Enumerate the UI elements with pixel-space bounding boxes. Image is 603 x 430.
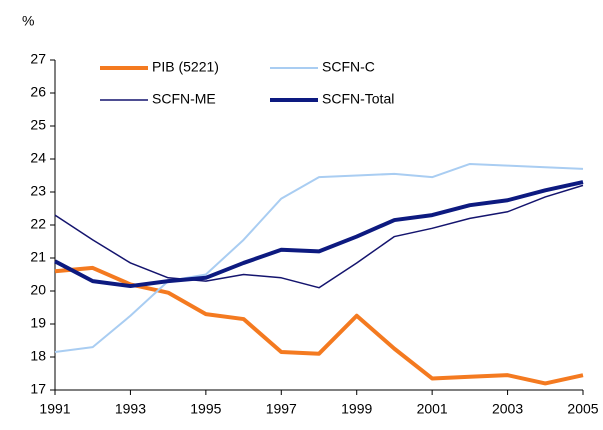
x-tick-label: 1995 xyxy=(190,401,221,417)
y-axis-label: % xyxy=(22,13,34,29)
y-tick-label: 22 xyxy=(30,216,46,232)
legend-label: SCFN-Total xyxy=(322,91,394,107)
legend-label: SCFN-C xyxy=(322,59,375,75)
line-series xyxy=(54,180,584,289)
y-tick-label: 24 xyxy=(30,150,46,166)
y-tick-label: 19 xyxy=(30,315,46,331)
y-tick-label: 25 xyxy=(30,117,46,133)
x-tick-label: 2001 xyxy=(417,401,448,417)
x-tick-label: 1991 xyxy=(39,401,70,417)
y-tick-label: 18 xyxy=(30,348,46,364)
y-tick-label: 23 xyxy=(30,183,46,199)
x-tick-label: 2003 xyxy=(492,401,523,417)
x-tick-label: 1997 xyxy=(266,401,297,417)
legend-label: SCFN-ME xyxy=(152,91,216,107)
legend-label: PIB (5221) xyxy=(152,59,219,75)
line-series xyxy=(54,162,584,354)
line-series xyxy=(54,184,584,289)
y-tick-label: 27 xyxy=(30,51,46,67)
x-tick-label: 1999 xyxy=(341,401,372,417)
line-series xyxy=(54,265,584,386)
y-tick-label: 21 xyxy=(30,249,46,265)
y-tick-label: 20 xyxy=(30,282,46,298)
x-tick-label: 2005 xyxy=(567,401,598,417)
y-tick-label: 26 xyxy=(30,84,46,100)
x-tick-label: 1993 xyxy=(115,401,146,417)
y-tick-label: 17 xyxy=(30,381,46,397)
